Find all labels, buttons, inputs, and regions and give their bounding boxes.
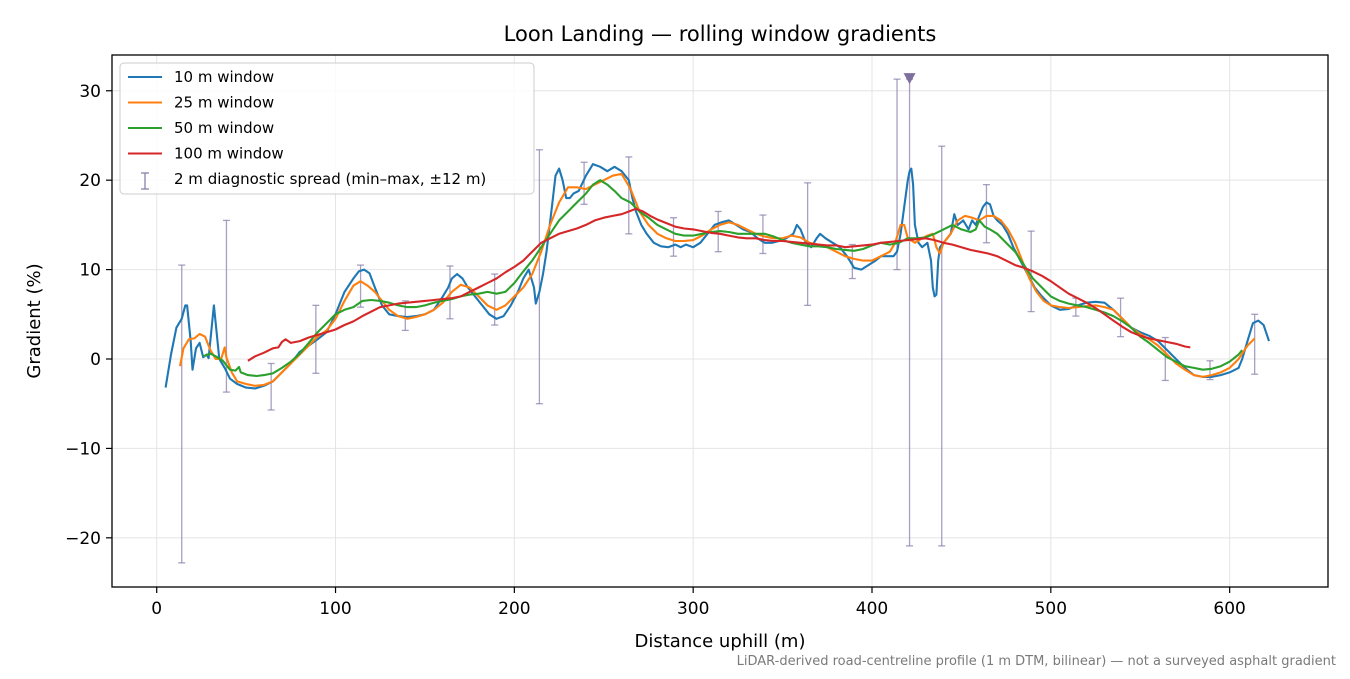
- legend-entry: 25 m window: [128, 94, 274, 112]
- diagnostic-spread-bar: [357, 264, 365, 308]
- y-axis-label: Gradient (%): [24, 263, 45, 378]
- diagnostic-spread-bar: [625, 156, 633, 235]
- diagnostic-spread-bar: [1251, 313, 1259, 375]
- legend-entry: 2 m diagnostic spread (min–max, ±12 m): [141, 170, 486, 190]
- legend-label: 10 m window: [174, 68, 274, 86]
- plot-frame: [111, 54, 1329, 588]
- x-tick-label: 0: [151, 599, 162, 619]
- diagnostic-spread-bar: [982, 183, 990, 244]
- diagnostic-spread-bar: [938, 145, 946, 547]
- x-tick-label: 400: [856, 599, 888, 619]
- diagnostic-spread-bar: [1161, 336, 1169, 382]
- diagnostic-spread-bar: [222, 219, 230, 393]
- legend: 10 m window 25 m window 50 m window 100 m w…: [119, 62, 535, 195]
- y-tick-label: 0: [90, 350, 101, 370]
- legend-entry: 100 m window: [128, 145, 284, 163]
- footnote-text: LiDAR-derived road-centreline profile (1…: [737, 654, 1336, 669]
- legend-label: 100 m window: [174, 145, 284, 163]
- y-tick-label: 30: [79, 82, 101, 102]
- legend-label: 25 m window: [174, 94, 274, 112]
- diagnostic-spread-bar: [267, 362, 275, 411]
- series-lines: [164, 163, 1270, 390]
- diagnostic-spread-bar: [580, 161, 588, 205]
- x-axis-label: Distance uphill (m): [635, 631, 806, 652]
- diagnostic-spread-bar: [906, 78, 914, 547]
- series-line: [178, 172, 1256, 387]
- y-tick-label: −10: [65, 439, 101, 459]
- clipped-marker-triangle: [903, 73, 916, 85]
- series-line: [164, 163, 1270, 390]
- diagnostic-spread-bar: [670, 217, 678, 257]
- x-tick-label: 100: [319, 599, 351, 619]
- legend-label: 50 m window: [174, 119, 274, 137]
- series-line: [202, 179, 1244, 378]
- legend-entry: 50 m window: [128, 119, 274, 137]
- x-tick-label: 200: [498, 599, 530, 619]
- diagnostic-spread-bar: [446, 265, 454, 320]
- y-tick-label: 20: [79, 171, 101, 191]
- legend-label: 2 m diagnostic spread (min–max, ±12 m): [174, 170, 486, 188]
- x-tick-label: 300: [677, 599, 709, 619]
- x-tick-label: 600: [1213, 599, 1245, 619]
- axis-ticks: 0 100 200 300 400 500 600 −20 −10 0 10 20 30: [65, 82, 1246, 619]
- y-tick-label: 10: [79, 261, 101, 281]
- y-tick-label: −20: [65, 529, 101, 549]
- legend-entry: 10 m window: [128, 68, 274, 86]
- x-tick-label: 500: [1035, 599, 1067, 619]
- legend-box: [119, 62, 535, 195]
- chart-title: Loon Landing — rolling window gradients: [504, 22, 937, 46]
- series-line: [247, 207, 1191, 362]
- diagnostic-spread-bar: [535, 149, 543, 405]
